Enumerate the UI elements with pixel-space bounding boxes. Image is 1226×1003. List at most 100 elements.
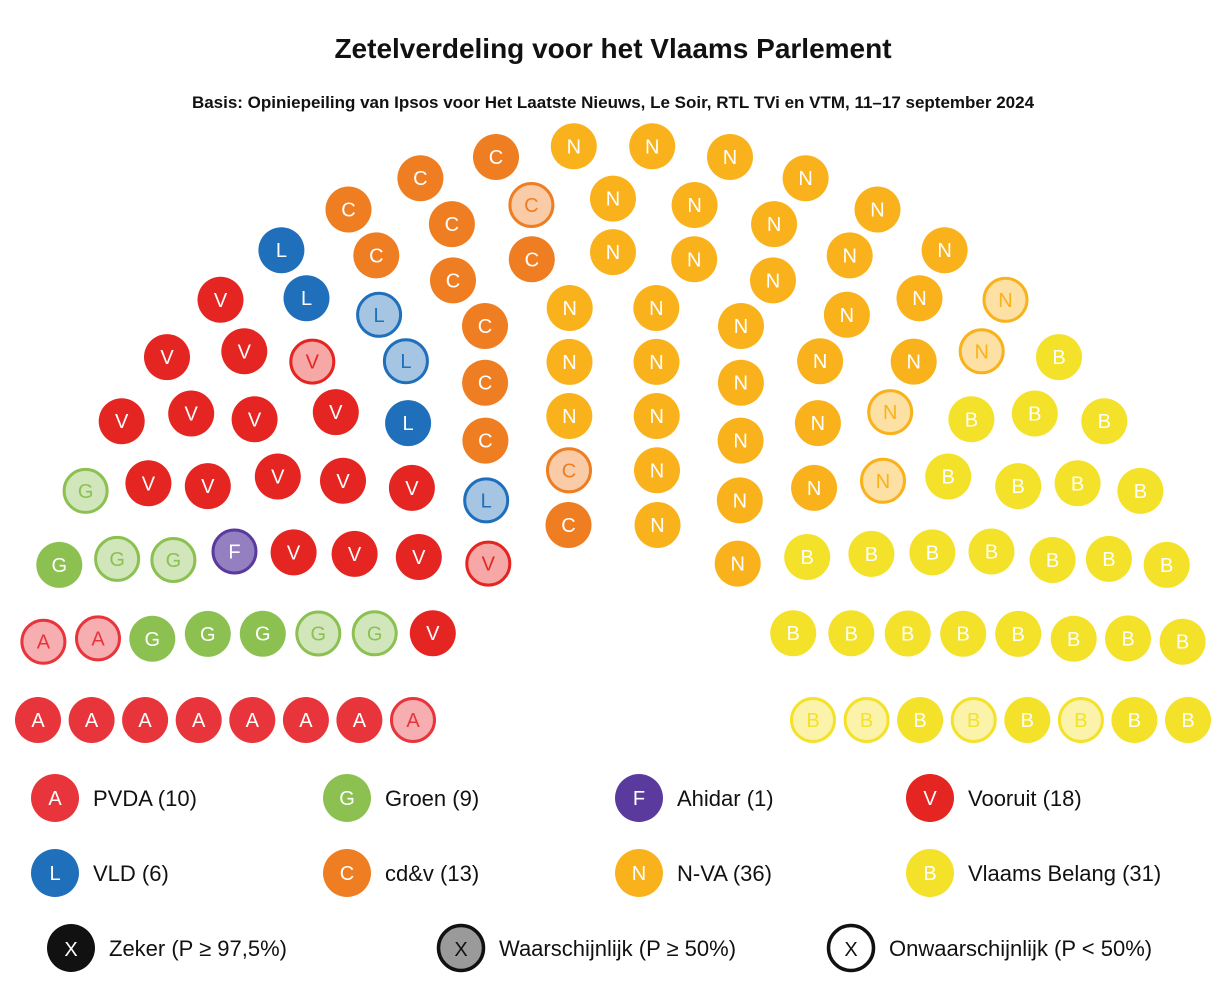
seat-a-certain: A bbox=[175, 697, 222, 743]
seat-a-certain: A bbox=[122, 697, 169, 743]
svg-text:L: L bbox=[400, 351, 411, 373]
svg-text:C: C bbox=[341, 200, 355, 222]
certainty-item-unlikely: X Onwaarschijnlijk (P < 50%) bbox=[826, 923, 1152, 973]
seat-b-certain: B bbox=[770, 610, 817, 657]
svg-text:V: V bbox=[412, 547, 426, 569]
svg-text:A: A bbox=[85, 710, 99, 732]
legend-swatch bbox=[31, 774, 79, 822]
seat-b-certain: B bbox=[1159, 618, 1206, 665]
svg-text:B: B bbox=[1102, 549, 1115, 571]
seat-n-certain: N bbox=[890, 338, 937, 385]
seat-n-certain: N bbox=[633, 393, 680, 439]
seat-hemicycle: A A A A A A A A A A G G G G G G G G G F V V V V V V V V V V V V V V V V V V L L… bbox=[15, 123, 1211, 743]
seat-n-certain: N bbox=[633, 285, 680, 331]
svg-text:A: A bbox=[37, 632, 51, 654]
svg-text:B: B bbox=[1012, 624, 1025, 646]
seat-n-certain: N bbox=[718, 303, 764, 349]
seat-n-certain: N bbox=[634, 502, 681, 548]
svg-text:B: B bbox=[860, 710, 873, 732]
svg-text:B: B bbox=[1181, 710, 1194, 732]
svg-text:B: B bbox=[1134, 481, 1147, 503]
svg-text:N: N bbox=[734, 373, 748, 395]
seat-v-certain: V bbox=[312, 389, 359, 436]
svg-text:B: B bbox=[1121, 628, 1134, 650]
svg-text:N: N bbox=[798, 168, 812, 190]
seat-c-certain: C bbox=[545, 502, 592, 548]
legend-item-vld: L VLD (6) bbox=[31, 849, 169, 897]
svg-text:B: B bbox=[1067, 629, 1080, 651]
svg-text:V: V bbox=[185, 404, 199, 426]
seat-v-unlikely: V bbox=[289, 338, 336, 385]
svg-text:N: N bbox=[723, 147, 737, 169]
seat-g-unlikely: G bbox=[351, 610, 398, 657]
seat-n-certain: N bbox=[633, 338, 680, 385]
legend-item-n-va: N N-VA (36) bbox=[615, 849, 772, 897]
chart-subtitle: Basis: Opiniepeiling van Ipsos voor Het … bbox=[192, 93, 1035, 112]
legend-swatch-letter: G bbox=[339, 788, 355, 810]
seat-n-certain: N bbox=[546, 393, 593, 439]
legend-item-ahidar: F Ahidar (1) bbox=[615, 774, 774, 822]
seat-v-certain: V bbox=[231, 396, 278, 443]
legend-label: Vlaams Belang (31) bbox=[968, 861, 1161, 886]
seat-n-certain: N bbox=[546, 338, 593, 385]
svg-text:B: B bbox=[1012, 476, 1025, 498]
svg-text:B: B bbox=[1160, 555, 1173, 577]
seat-b-certain: B bbox=[1050, 615, 1097, 662]
seat-c-certain: C bbox=[462, 359, 509, 406]
seat-n-unlikely: N bbox=[860, 457, 906, 504]
svg-text:A: A bbox=[138, 710, 152, 732]
seat-n-certain: N bbox=[590, 229, 636, 276]
seat-b-certain: B bbox=[897, 697, 944, 743]
svg-text:C: C bbox=[369, 245, 383, 267]
legend-label: Ahidar (1) bbox=[677, 786, 774, 811]
seat-v-certain: V bbox=[221, 328, 268, 375]
seat-n-unlikely: N bbox=[982, 276, 1029, 323]
svg-text:G: G bbox=[255, 624, 271, 646]
seat-c-unlikely: C bbox=[508, 182, 555, 228]
seat-b-certain: B bbox=[1105, 615, 1151, 662]
seat-l-unlikely: L bbox=[356, 291, 403, 338]
svg-text:B: B bbox=[901, 624, 914, 646]
svg-text:V: V bbox=[238, 341, 252, 363]
legend-swatch-letter: B bbox=[923, 863, 936, 885]
svg-text:V: V bbox=[426, 623, 440, 645]
seat-b-certain: B bbox=[909, 529, 956, 576]
svg-text:B: B bbox=[926, 542, 939, 564]
svg-text:N: N bbox=[562, 406, 576, 428]
seat-g-certain: G bbox=[239, 610, 286, 657]
svg-text:C: C bbox=[489, 147, 503, 169]
svg-text:L: L bbox=[481, 490, 492, 512]
svg-text:A: A bbox=[353, 710, 367, 732]
svg-text:V: V bbox=[271, 467, 285, 489]
svg-text:G: G bbox=[109, 549, 125, 571]
seat-n-certain: N bbox=[794, 400, 841, 447]
seat-n-certain: N bbox=[550, 123, 597, 170]
seat-b-certain: B bbox=[1165, 697, 1211, 743]
svg-text:C: C bbox=[446, 270, 460, 292]
svg-text:A: A bbox=[406, 710, 420, 732]
svg-text:N: N bbox=[974, 341, 988, 363]
svg-text:B: B bbox=[985, 542, 998, 564]
legend-swatch bbox=[323, 774, 371, 822]
svg-text:N: N bbox=[687, 249, 701, 271]
certainty-symbol: X bbox=[64, 939, 77, 961]
seat-c-certain: C bbox=[462, 303, 508, 349]
seat-n-certain: N bbox=[707, 134, 753, 180]
svg-text:L: L bbox=[403, 413, 414, 435]
svg-text:N: N bbox=[906, 352, 920, 374]
svg-text:B: B bbox=[787, 623, 800, 645]
svg-text:A: A bbox=[299, 710, 313, 732]
svg-text:N: N bbox=[567, 136, 581, 158]
svg-text:N: N bbox=[649, 352, 663, 374]
svg-text:N: N bbox=[733, 431, 747, 453]
seat-n-certain: N bbox=[546, 285, 593, 331]
seat-b-unlikely: B bbox=[843, 697, 890, 743]
seat-c-certain: C bbox=[428, 201, 475, 248]
svg-text:C: C bbox=[478, 431, 492, 453]
svg-text:N: N bbox=[870, 200, 884, 222]
seat-b-certain: B bbox=[1004, 697, 1051, 743]
svg-text:L: L bbox=[276, 240, 287, 262]
svg-text:B: B bbox=[801, 547, 814, 569]
svg-text:N: N bbox=[606, 242, 620, 264]
seat-g-unlikely: G bbox=[295, 610, 342, 657]
